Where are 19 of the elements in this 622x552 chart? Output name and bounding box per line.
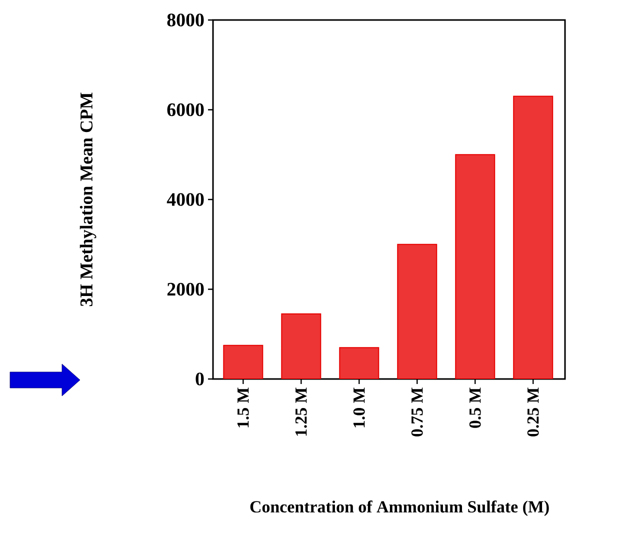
y-tick-label: 6000 <box>167 103 204 116</box>
bar <box>456 154 495 379</box>
y-tick-label: 8000 <box>167 14 204 26</box>
bar <box>513 96 554 379</box>
y-axis-title: 3H Methylation Mean CPM <box>80 92 96 306</box>
x-tick-label: 1.25 M <box>295 388 307 436</box>
bar <box>224 345 263 379</box>
x-axis-title: Concentration of Ammonium Sulfate (M) <box>250 500 549 516</box>
x-tick-label: 1.5 M <box>237 388 249 428</box>
bar <box>282 314 321 379</box>
x-tick-label: 1.0 M <box>353 388 365 428</box>
x-tick-label: 0.75 M <box>411 388 423 436</box>
y-tick-label: 0 <box>196 372 204 386</box>
y-tick-label: 4000 <box>166 193 204 206</box>
x-tick-label: 0.5 M <box>469 388 481 428</box>
x-tick-label: 0.25 M <box>527 388 539 436</box>
y-tick-label: 2000 <box>167 282 204 296</box>
bar <box>398 244 437 379</box>
bar <box>340 348 379 379</box>
